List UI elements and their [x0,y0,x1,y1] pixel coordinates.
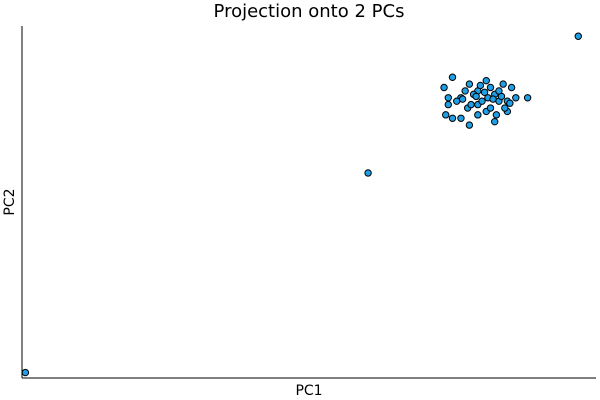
data-point [21,368,30,377]
data-point [507,83,516,92]
data-point [478,97,486,105]
x-axis-label: PC1 [295,383,322,399]
data-point [486,104,495,112]
data-point [472,92,480,101]
data-point [448,114,457,122]
data-point [512,94,520,102]
y-axis-label: PC2 [2,188,18,215]
data-point [574,32,582,40]
chart-title: Projection onto 2 PCs [214,1,405,22]
data-point [444,94,452,102]
data-point [501,104,509,112]
data-point [482,76,490,85]
data-point [440,83,448,92]
data-points [21,32,582,377]
data-point [461,87,469,95]
data-point [486,83,495,92]
data-point [492,111,501,119]
data-point [448,73,457,81]
data-point [457,114,465,122]
data-point [442,111,450,119]
data-point [465,121,474,129]
data-point [480,88,489,97]
data-point [467,100,475,109]
data-point [458,95,467,103]
data-point [489,95,497,103]
data-point [444,100,452,109]
data-point [364,169,372,177]
data-point [506,99,514,107]
data-point [499,80,507,88]
data-point [465,80,474,88]
data-point [495,87,503,95]
data-point [474,111,482,119]
data-point [491,117,499,126]
data-point [476,81,485,90]
data-point [523,94,532,102]
